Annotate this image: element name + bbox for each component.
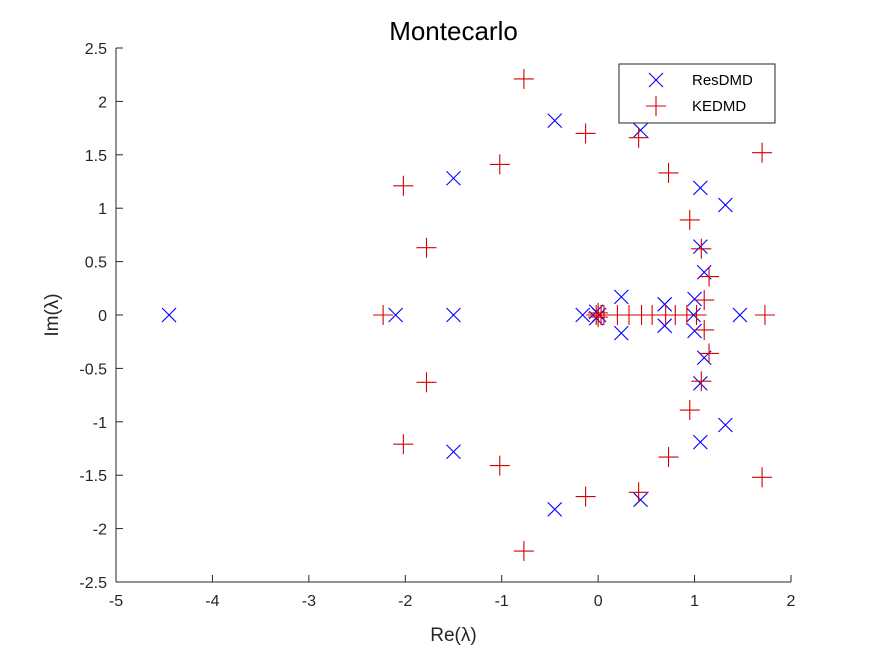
- resdmd-point: [547, 501, 563, 517]
- x-axis-label: Re(λ): [430, 625, 476, 646]
- kedmd-point: [513, 541, 534, 562]
- resdmd-point: [718, 417, 733, 433]
- series-resdmd: [161, 113, 748, 517]
- kedmd-point: [393, 434, 414, 455]
- resdmd-point: [687, 291, 702, 307]
- resdmd-point: [446, 307, 461, 323]
- chart-title: Montecarlo: [389, 16, 518, 46]
- resdmd-point: [692, 434, 708, 450]
- resdmd-point: [692, 180, 708, 196]
- kedmd-point: [752, 467, 773, 488]
- y-tick-label: 0.5: [85, 255, 107, 272]
- chart-axes: -5 -4 -3 -2 -1 0 1 2 -2.5 -2 -1.5 -1 -0.5 0 0.5 1 1.5 2 2.…: [79, 41, 795, 610]
- kedmd-point: [699, 343, 720, 364]
- resdmd-point: [692, 375, 708, 391]
- resdmd-point: [692, 239, 708, 255]
- y-tick-label: -1.5: [79, 468, 107, 485]
- resdmd-point: [446, 170, 461, 186]
- y-tick-label: 0: [98, 308, 107, 325]
- resdmd-point: [657, 318, 673, 334]
- resdmd-point: [657, 296, 673, 312]
- x-tick-label: -2: [398, 593, 412, 610]
- resdmd-point: [161, 307, 177, 323]
- kedmd-point: [588, 307, 609, 328]
- kedmd-point: [691, 371, 712, 392]
- y-tick-label: 2.5: [85, 41, 107, 58]
- y-tick-label: 2: [98, 94, 107, 111]
- kedmd-point: [416, 237, 437, 258]
- kedmd-point: [658, 162, 679, 183]
- x-tick-label: 0: [594, 593, 603, 610]
- y-tick-label: -2.5: [79, 575, 107, 592]
- kedmd-point: [513, 68, 534, 89]
- resdmd-point: [633, 122, 648, 138]
- resdmd-point: [388, 307, 404, 323]
- resdmd-point: [575, 307, 591, 323]
- legend-marker-kedmd: [646, 96, 666, 116]
- legend-marker-resdmd: [648, 72, 664, 88]
- resdmd-point: [613, 325, 629, 341]
- kedmd-point: [628, 127, 649, 148]
- kedmd-point: [575, 123, 596, 144]
- resdmd-point: [687, 323, 702, 339]
- kedmd-point: [489, 154, 510, 175]
- kedmd-point: [591, 305, 612, 325]
- kedmd-point: [699, 266, 720, 287]
- kedmd-point: [393, 175, 414, 196]
- kedmd-point: [686, 305, 707, 325]
- resdmd-point: [718, 197, 733, 213]
- kedmd-point: [575, 486, 596, 507]
- y-tick-label: -2: [93, 522, 107, 539]
- y-tick-label: 1.5: [85, 148, 107, 165]
- kedmd-point: [754, 305, 775, 325]
- kedmd-point: [658, 447, 679, 468]
- y-tick-label: -1: [93, 415, 107, 432]
- x-tick-label: -3: [302, 593, 316, 610]
- kedmd-point: [691, 238, 712, 259]
- legend-label-kedmd: KEDMD: [692, 98, 746, 115]
- y-tick-label: 1: [98, 201, 107, 218]
- kedmd-point: [679, 209, 700, 230]
- kedmd-point: [373, 305, 394, 325]
- kedmd-point: [416, 372, 437, 393]
- legend-label-resdmd: ResDMD: [692, 72, 753, 89]
- y-axis-label: Im(λ): [42, 293, 63, 336]
- resdmd-point: [732, 307, 748, 323]
- legend: ResDMD KEDMD: [618, 63, 776, 124]
- kedmd-point: [679, 400, 700, 421]
- kedmd-point: [489, 455, 510, 476]
- x-tick-label: -5: [109, 593, 123, 610]
- kedmd-point: [694, 319, 715, 340]
- kedmd-point: [752, 142, 773, 163]
- chart-marks: [161, 68, 775, 562]
- x-tick-label: 2: [787, 593, 796, 610]
- x-tick-label: -4: [205, 593, 219, 610]
- y-tick-label: -0.5: [79, 361, 107, 378]
- x-tick-label: -1: [495, 593, 509, 610]
- kedmd-point: [694, 290, 715, 311]
- resdmd-point: [633, 492, 648, 508]
- series-kedmd: [373, 68, 775, 562]
- resdmd-point: [446, 444, 461, 460]
- x-tick-label: 1: [690, 593, 699, 610]
- kedmd-point: [628, 482, 649, 503]
- resdmd-point: [613, 289, 629, 305]
- resdmd-point: [547, 113, 563, 129]
- legend-box: [618, 63, 776, 124]
